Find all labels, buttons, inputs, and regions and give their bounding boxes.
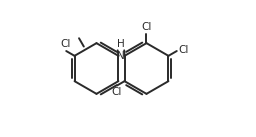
Text: Cl: Cl bbox=[141, 22, 152, 32]
Text: N: N bbox=[117, 51, 125, 61]
Text: H: H bbox=[117, 39, 125, 48]
Text: Cl: Cl bbox=[178, 45, 188, 55]
Text: Cl: Cl bbox=[111, 87, 122, 97]
Text: Cl: Cl bbox=[60, 39, 71, 49]
